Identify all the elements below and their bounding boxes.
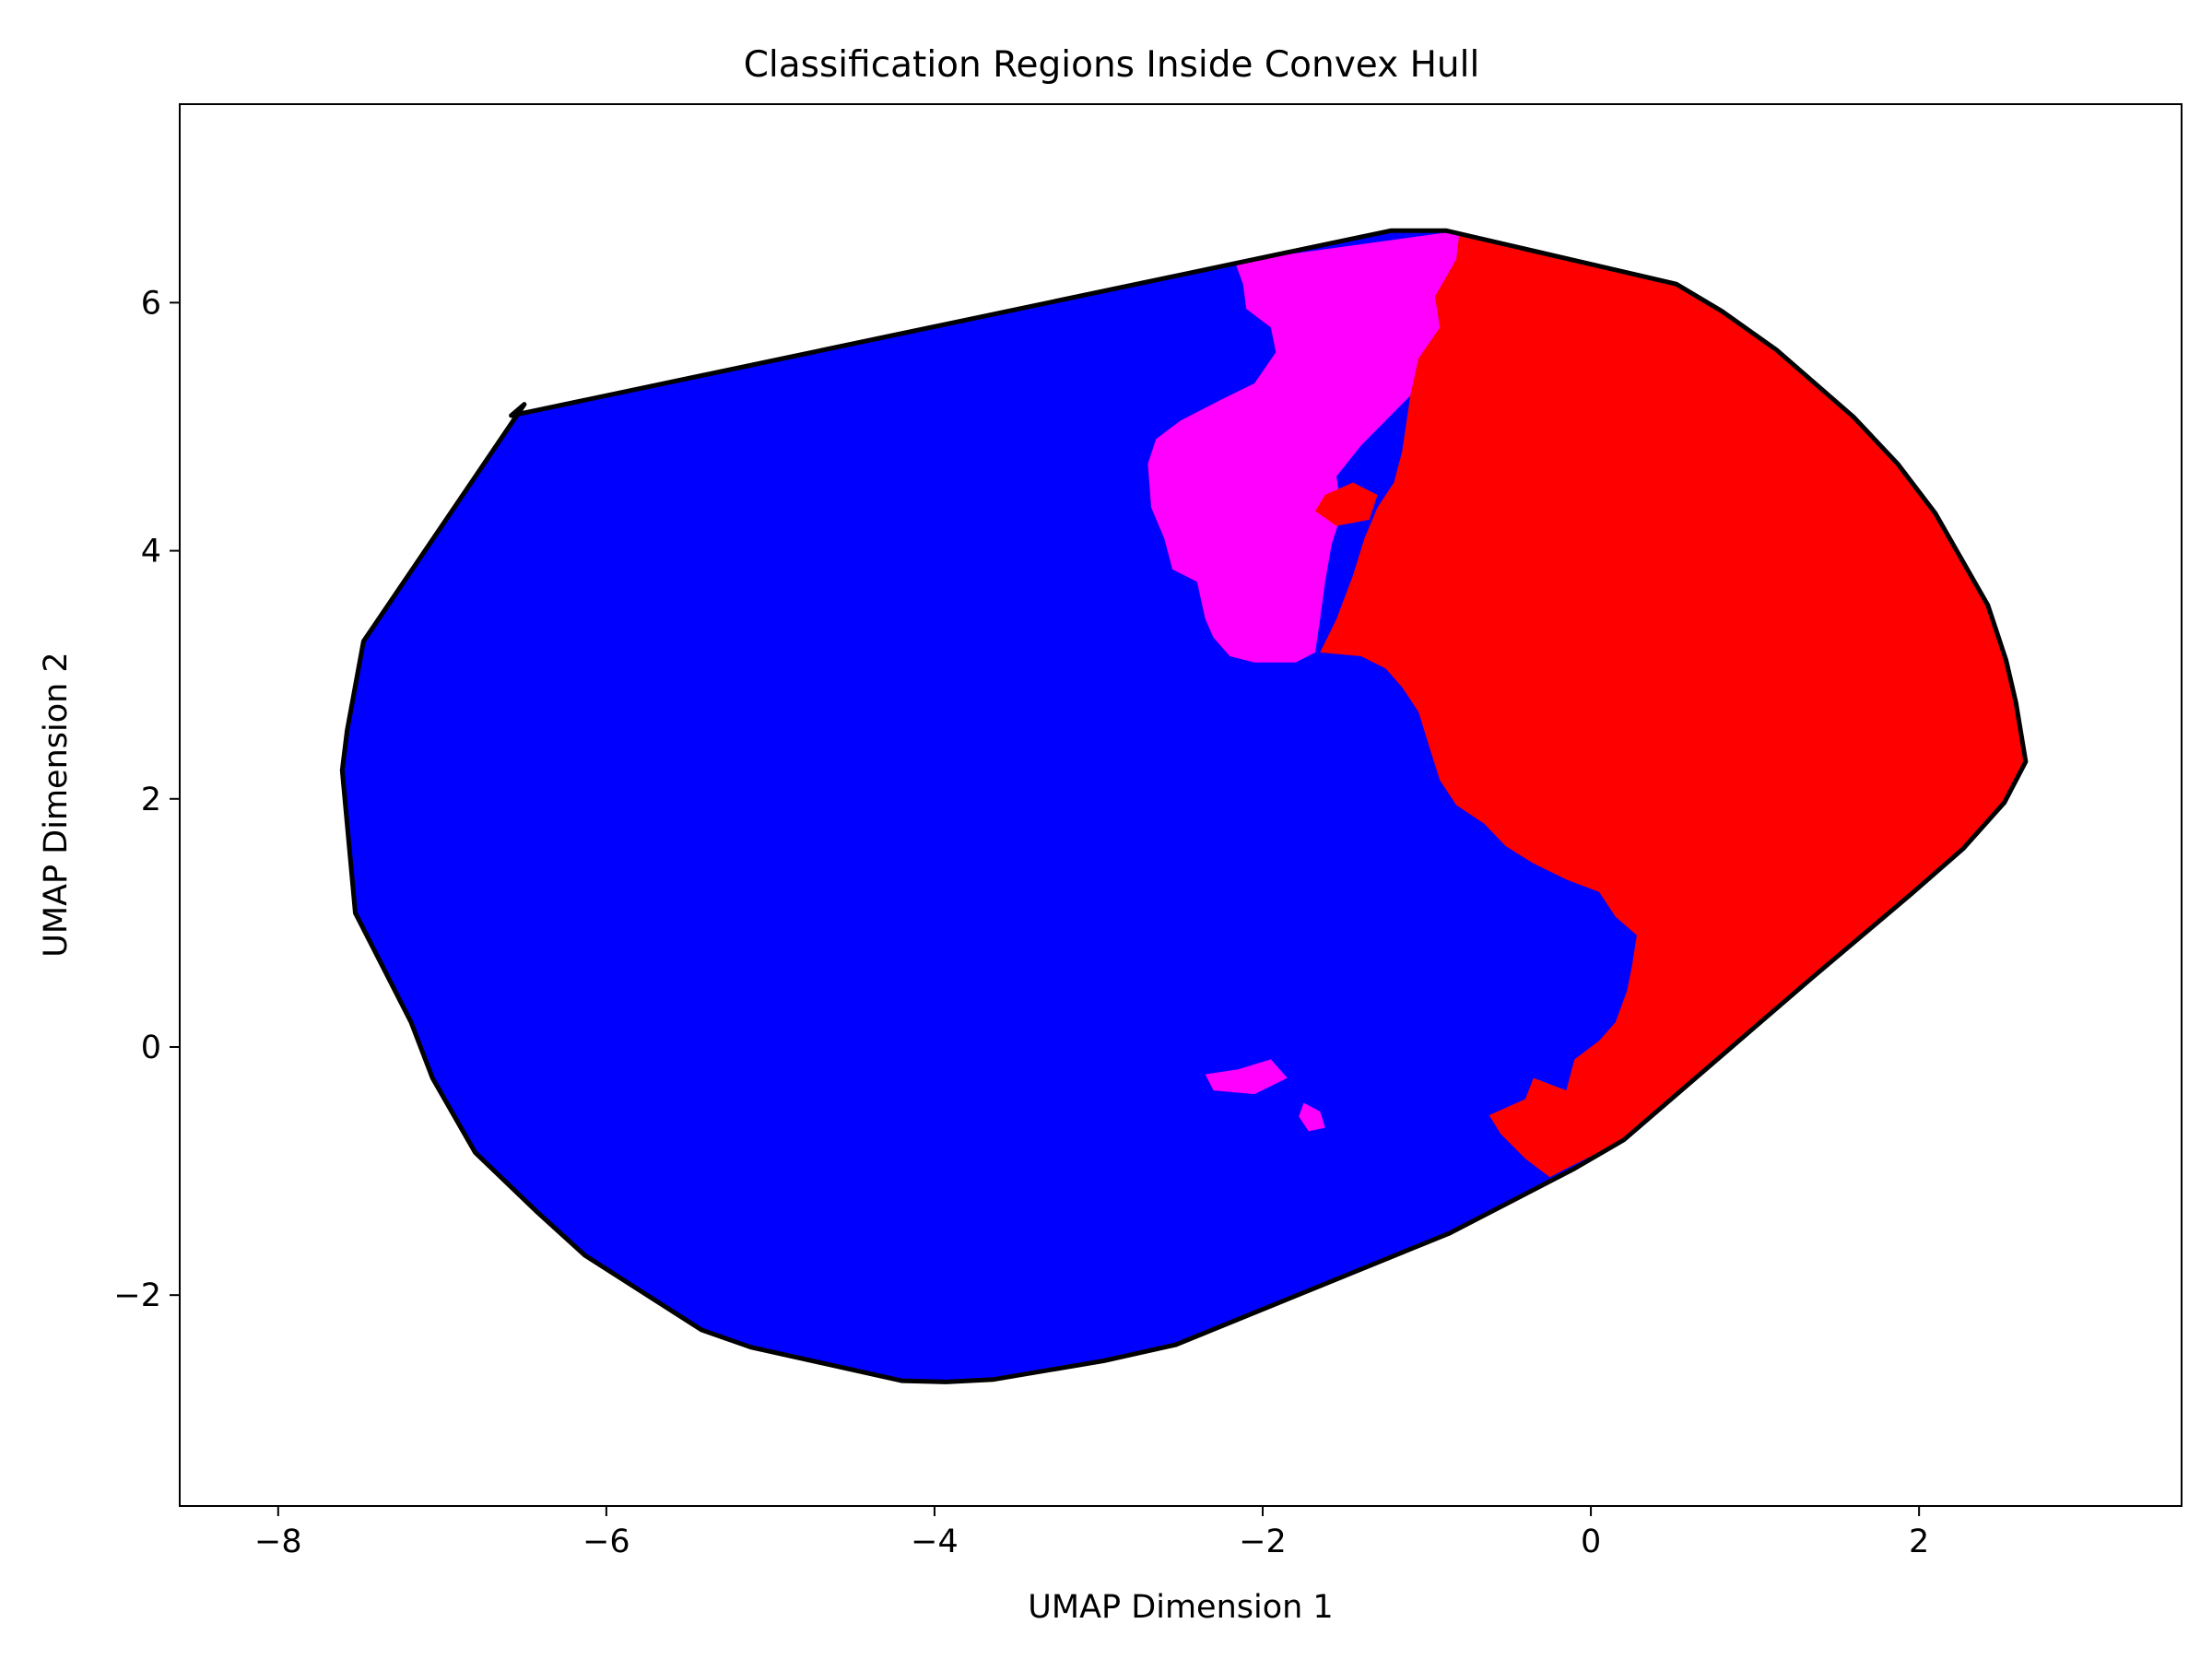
- y-tick-label: 6: [141, 285, 161, 322]
- x-axis-label: UMAP Dimension 1: [1028, 1589, 1333, 1626]
- red-region-island: [1315, 482, 1378, 526]
- x-tick-label: 0: [1581, 1524, 1601, 1560]
- y-tick-label: −2: [113, 1277, 161, 1314]
- x-tick-label: −2: [1239, 1524, 1287, 1560]
- y-tick-label: 0: [141, 1030, 161, 1066]
- x-axis-ticks: −8 −6 −4 −2 0 2: [254, 1506, 1929, 1560]
- axes-frame: [179, 103, 2183, 1507]
- y-tick-label: 2: [141, 782, 161, 818]
- x-tick-label: −8: [254, 1524, 302, 1560]
- chart-title: Classification Regions Inside Convex Hul…: [744, 44, 1480, 86]
- x-tick-label: 2: [1909, 1524, 1929, 1560]
- magenta-region: [1147, 230, 1460, 663]
- convex-hull: [339, 228, 2029, 1384]
- plot-area: [339, 228, 2029, 1384]
- magenta-region-island: [1205, 1059, 1288, 1095]
- y-axis-label: UMAP Dimension 2: [38, 652, 75, 957]
- y-axis-ticks: −2 0 2 4 6: [113, 285, 180, 1314]
- red-region: [1320, 230, 2026, 1178]
- x-tick-label: −4: [911, 1524, 959, 1560]
- classification-regions: [342, 230, 2026, 1382]
- x-tick-label: −6: [582, 1524, 630, 1560]
- magenta-region-island: [1299, 1102, 1325, 1132]
- y-tick-label: 4: [141, 534, 161, 571]
- hull-outline: [339, 228, 2029, 1384]
